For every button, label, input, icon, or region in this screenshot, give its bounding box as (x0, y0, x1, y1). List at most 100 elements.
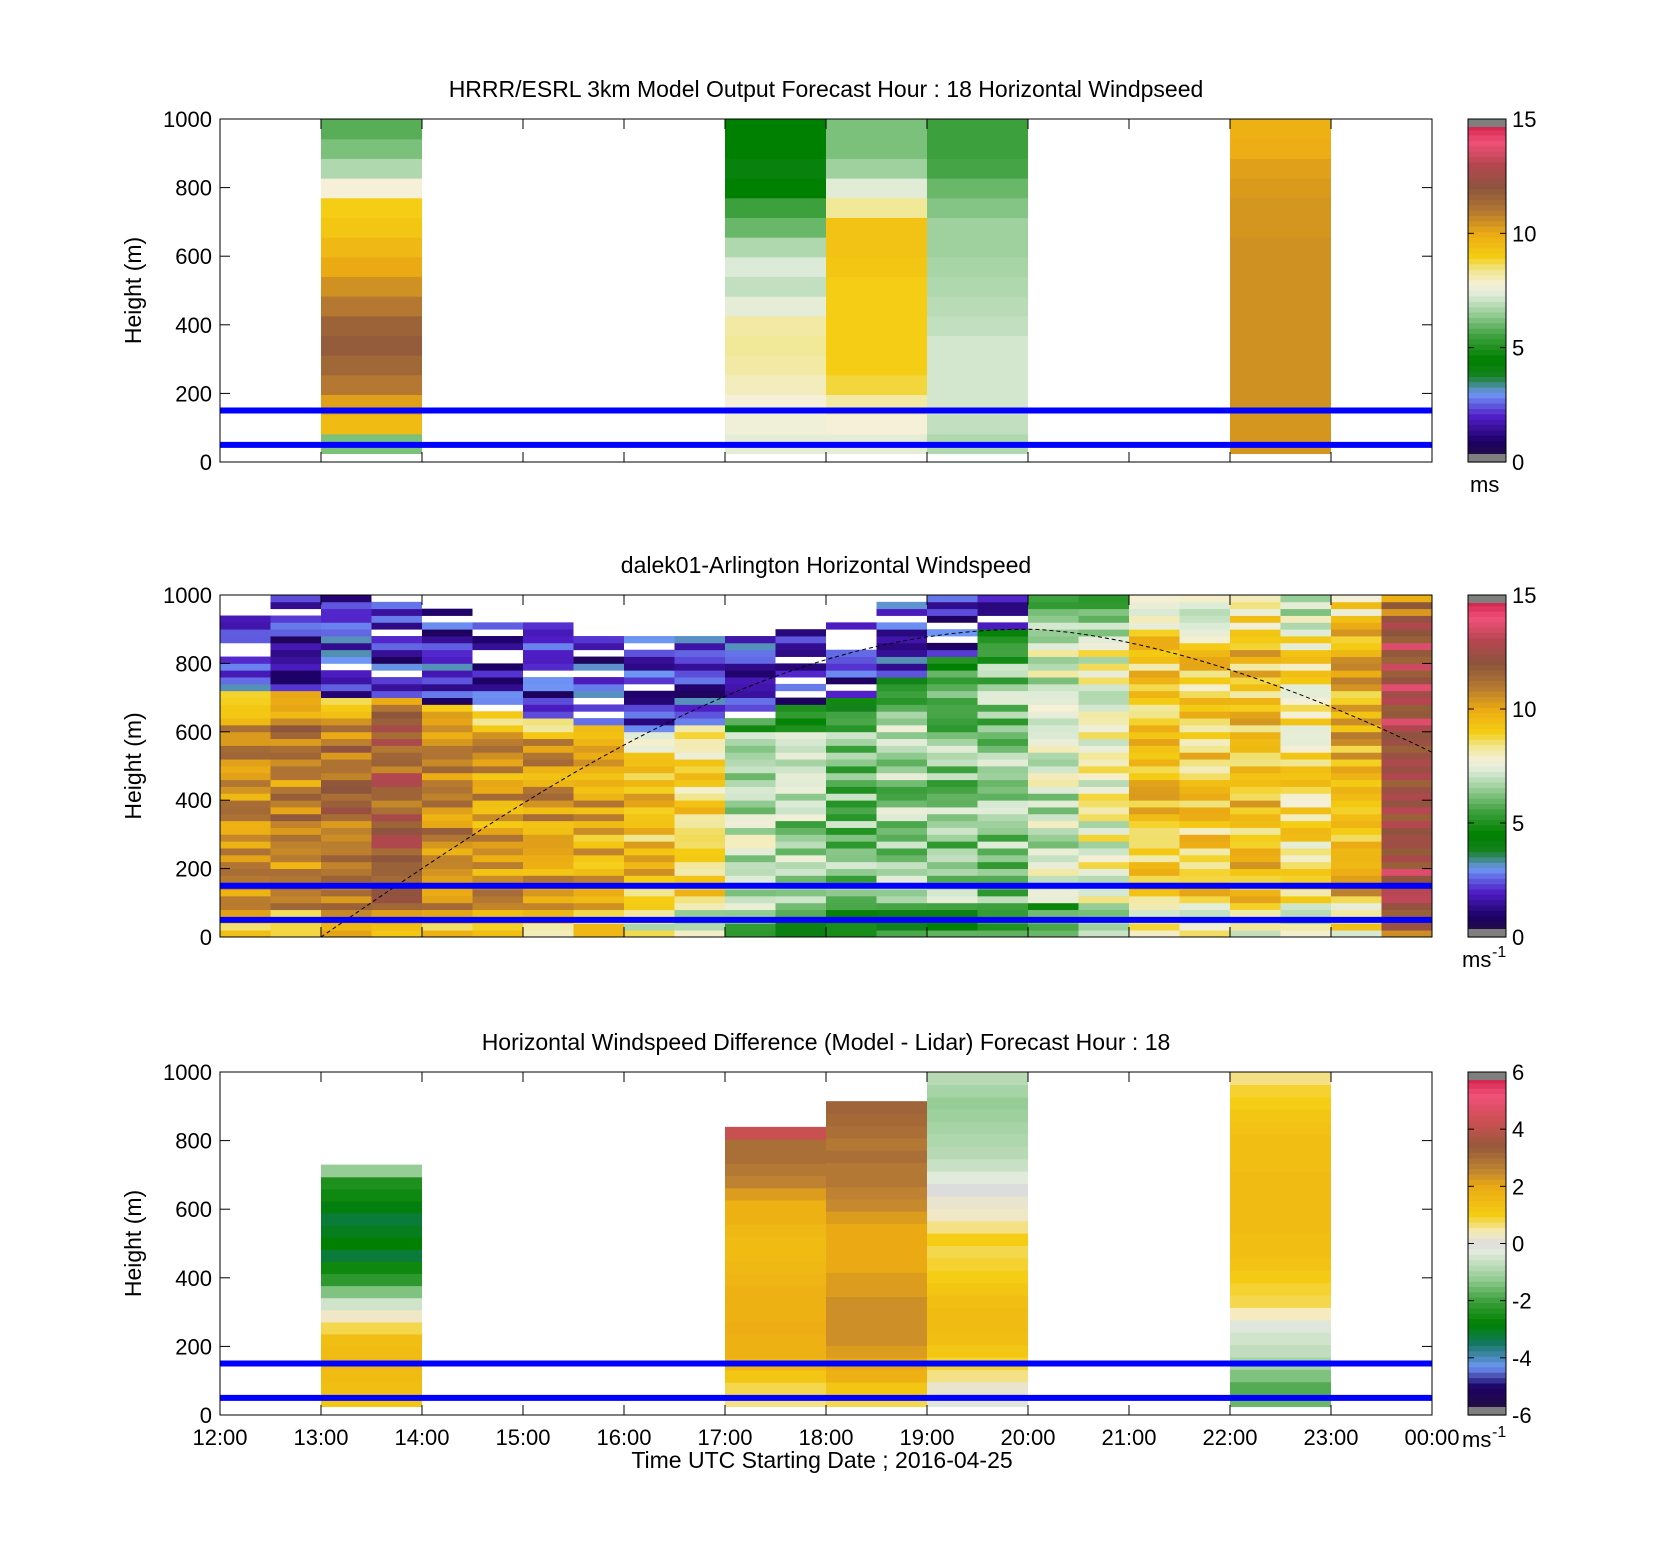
heatmap-cell (674, 807, 725, 815)
colorbar-segment (1468, 1179, 1506, 1186)
heatmap-cell (523, 636, 574, 644)
heatmap-cell (1230, 237, 1331, 258)
heatmap-cell (927, 786, 978, 794)
heatmap-cell (1230, 834, 1281, 842)
heatmap-cell (1179, 800, 1230, 808)
heatmap-cell (826, 178, 927, 199)
colorbar-segment (1468, 883, 1506, 890)
heatmap-cell (1230, 820, 1281, 828)
heatmap-cell (624, 909, 675, 917)
heatmap-cell (927, 335, 1028, 356)
heatmap-cell (826, 1235, 927, 1249)
heatmap-cell (977, 663, 1028, 671)
heatmap-cell (725, 772, 776, 781)
colorbar-segment (1468, 1163, 1506, 1170)
heatmap-cell (220, 800, 271, 808)
heatmap-cell (674, 854, 725, 863)
heatmap-cell (977, 752, 1028, 760)
heatmap-cell (1280, 711, 1331, 719)
heatmap-cell (422, 724, 473, 733)
colorbar-segment (1468, 413, 1506, 420)
heatmap-cell (927, 690, 978, 698)
heatmap-cell (927, 1146, 1028, 1160)
heatmap-cell (1230, 414, 1331, 435)
colorbar-segment (1468, 739, 1506, 746)
colorbar-segment (1468, 814, 1506, 821)
heatmap-cell (1331, 841, 1382, 849)
heatmap-cell (1179, 868, 1230, 876)
heatmap-cell (1230, 1220, 1331, 1234)
heatmap-cell (270, 697, 321, 705)
heatmap-cell (1331, 615, 1382, 623)
heatmap-cell (1381, 786, 1432, 794)
heatmap-cell (422, 827, 473, 835)
colorbar-segment (1468, 381, 1506, 388)
heatmap-cell (573, 663, 624, 671)
heatmap-cell (1028, 704, 1079, 712)
heatmap-cell (1078, 601, 1129, 610)
colorbar-tick-label: -4 (1512, 1346, 1532, 1371)
heatmap-cell (725, 930, 776, 938)
heatmap-cell (725, 636, 776, 644)
colorbar-tick-label: 0 (1512, 1232, 1524, 1257)
x-tick-label: 22:00 (1202, 1425, 1257, 1450)
heatmap-cell (1381, 909, 1432, 917)
heatmap-cell (321, 1382, 422, 1395)
panel-2: dalek01-Arlington Horizontal Windspeed02… (120, 552, 1536, 972)
heatmap-cell (1331, 677, 1382, 685)
colorbar-segment (1468, 701, 1506, 708)
heatmap-cell (1179, 677, 1230, 685)
heatmap-cell (1028, 615, 1079, 623)
heatmap-cell (977, 848, 1028, 856)
heatmap-cell (1129, 677, 1180, 685)
heatmap-cell (371, 909, 422, 917)
heatmap-cell (1381, 834, 1432, 842)
heatmap-cell (1280, 731, 1331, 740)
heatmap-cell (927, 1133, 1028, 1147)
heatmap-cell (371, 889, 422, 897)
heatmap-cell (1331, 601, 1382, 610)
heatmap-cell (1028, 718, 1079, 726)
heatmap-cell (1028, 930, 1079, 938)
heatmap-cell (1280, 868, 1331, 876)
heatmap-cell (725, 834, 776, 842)
heatmap-cell (1230, 1183, 1331, 1197)
heatmap-cell (1129, 772, 1180, 781)
heatmap-cell (725, 670, 776, 678)
colorbar-segment (1468, 771, 1506, 778)
heatmap-cell (826, 889, 877, 897)
heatmap-cell (321, 608, 372, 616)
heatmap-cell (1230, 649, 1281, 657)
heatmap-cell (573, 868, 624, 876)
heatmap-cell (1028, 677, 1079, 685)
heatmap-cell (775, 636, 826, 644)
heatmap-cell (674, 786, 725, 794)
colorbar-cap (1468, 119, 1506, 127)
heatmap-cell (1129, 683, 1180, 692)
heatmap-cell (1179, 786, 1230, 794)
heatmap-cell (1078, 752, 1129, 760)
heatmap-cell (674, 711, 725, 719)
heatmap-cell (725, 237, 826, 258)
heatmap-cell (1331, 820, 1382, 828)
heatmap-cell (422, 752, 473, 760)
heatmap-cell (371, 930, 422, 938)
y-tick-label: 800 (175, 176, 212, 201)
heatmap-cell (1028, 724, 1079, 733)
heatmap-cell (371, 601, 422, 610)
heatmap-cell (927, 237, 1028, 258)
heatmap-cell (270, 649, 321, 657)
heatmap-cell (1230, 335, 1331, 356)
heatmap-cell (270, 834, 321, 842)
heatmap-cell (876, 608, 927, 616)
heatmap-cell (472, 697, 523, 705)
heatmap-cell (725, 820, 776, 828)
heatmap-cell (876, 909, 927, 917)
heatmap-cell (927, 601, 978, 610)
colorbar-segment (1468, 899, 1506, 906)
heatmap-cell (927, 841, 978, 849)
colorbar-segment (1468, 664, 1506, 671)
heatmap-cell (876, 745, 927, 753)
heatmap-cell (472, 786, 523, 794)
heatmap-cell (1331, 718, 1382, 726)
